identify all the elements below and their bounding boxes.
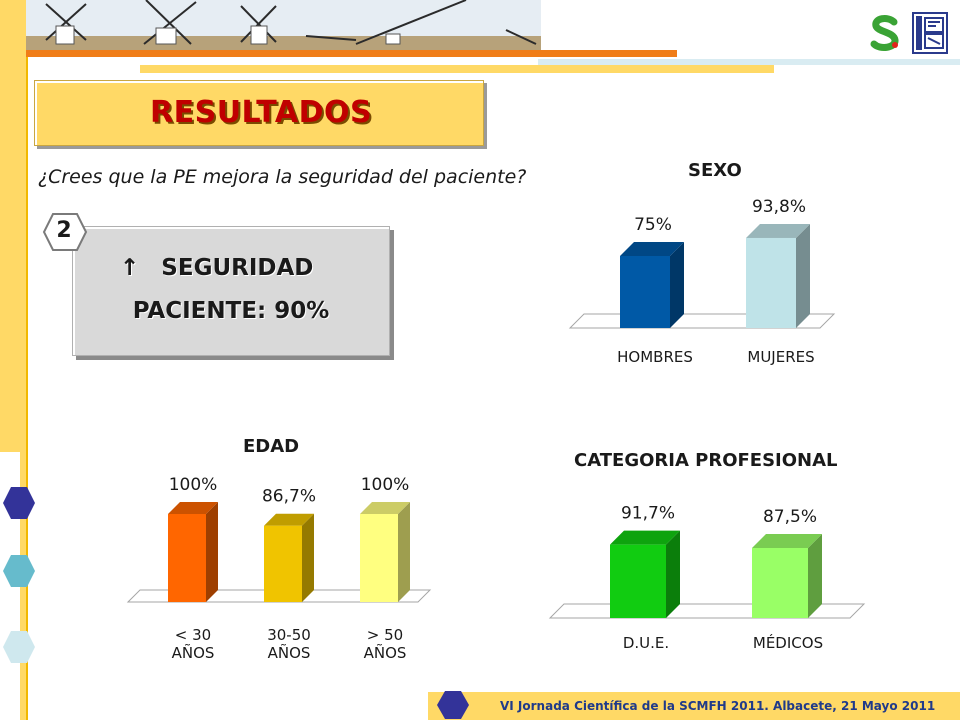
highlight-line-1: ↑ SEGURIDAD xyxy=(120,255,340,281)
chart-value-label: 86,7% xyxy=(262,487,316,507)
chart-title-edad: EDAD xyxy=(243,436,300,457)
header-yellow-rule xyxy=(140,65,774,73)
title-box xyxy=(34,80,484,146)
chart-category-label: > 50 AÑOS xyxy=(364,626,407,662)
hospital-logo-icon xyxy=(912,12,948,54)
footer-hexagon xyxy=(437,691,469,719)
chart-value-label: 100% xyxy=(169,475,218,495)
chart-bar xyxy=(746,223,810,328)
header-orange-rule xyxy=(26,50,677,57)
chart-value-label: 75% xyxy=(634,215,672,235)
highlight-label: SEGURIDAD xyxy=(161,255,314,281)
chart-value-label: 100% xyxy=(361,475,410,495)
chart-bar xyxy=(360,502,410,602)
chart-category-label: 30-50 AÑOS xyxy=(267,626,311,662)
chart-title-categoria: CATEGORIA PROFESIONAL xyxy=(574,450,838,471)
footer-bar xyxy=(428,692,960,720)
chart-bar xyxy=(264,513,314,602)
chart-bar xyxy=(752,534,822,618)
survey-question: ¿Crees que la PE mejora la seguridad del… xyxy=(38,166,527,188)
windmill-banner-image xyxy=(26,0,541,52)
hexagon-marker-teal xyxy=(3,555,35,587)
badge-hexagon xyxy=(42,213,88,251)
chart-category-label: HOMBRES xyxy=(617,348,693,366)
chart-bar xyxy=(168,502,218,602)
page-title: RESULTADOS xyxy=(150,95,373,130)
chart-bar xyxy=(620,242,684,328)
health-service-logo-icon xyxy=(870,15,899,51)
windmill-illustration xyxy=(26,0,541,52)
chart-edad: 100% < 30 AÑOS 86,7% 30-50 AÑOS 100% > 50 AÑOS xyxy=(126,475,432,662)
left-accent-edge xyxy=(26,0,28,720)
hexagon-marker-navy xyxy=(3,487,35,519)
chart-value-label: 87,5% xyxy=(763,507,817,527)
chart-category-label: D.U.E. xyxy=(623,634,669,652)
chart-value-label: 93,8% xyxy=(752,197,806,217)
badge-number: 2 xyxy=(56,218,72,243)
highlight-card xyxy=(72,226,390,356)
hexagon-marker-pale xyxy=(3,631,35,663)
footer-text: VI Jornada Científica de la SCMFH 2011. … xyxy=(500,699,936,713)
chart-bar xyxy=(610,530,680,618)
header-pale-rule xyxy=(538,59,960,65)
chart-category-label: MÉDICOS xyxy=(753,633,823,652)
up-arrow-icon: ↑ xyxy=(120,255,140,281)
chart-category-label: MUJERES xyxy=(747,348,814,366)
chart-value-label: 91,7% xyxy=(621,504,675,524)
highlight-line-2: PACIENTE: 90% xyxy=(132,298,330,324)
chart-categoria: 91,7% D.U.E. 87,5% MÉDICOS xyxy=(548,504,866,652)
chart-category-label: < 30 AÑOS xyxy=(172,626,215,662)
chart-sexo: 75% HOMBRES 93,8% MUJERES xyxy=(568,197,836,366)
chart-title-sexo: SEXO xyxy=(688,160,742,181)
